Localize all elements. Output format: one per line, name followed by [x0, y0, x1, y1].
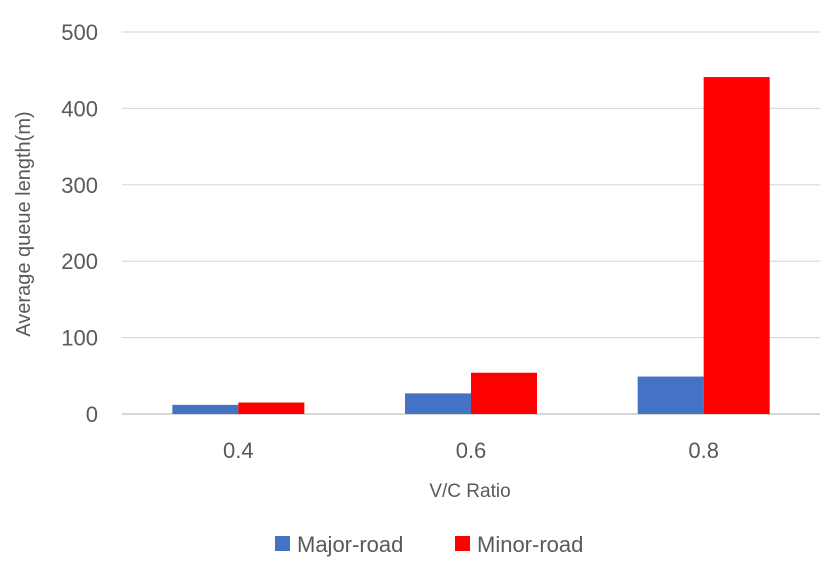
- bar-major-road-0.6: [405, 393, 471, 414]
- legend-swatch-major-road: [275, 536, 290, 551]
- bar-minor-road-0.8: [703, 77, 770, 415]
- x-tick-label: 0.6: [456, 438, 487, 463]
- y-tick-label: 0: [86, 402, 98, 427]
- y-tick-labels: 0 100 200 300 400 500: [61, 20, 98, 427]
- y-tick-label: 200: [61, 249, 98, 274]
- x-axis-title: V/C Ratio: [429, 481, 510, 502]
- legend-label-minor-road: Minor-road: [477, 532, 583, 557]
- x-tick-labels: 0.4 0.6 0.8: [223, 438, 719, 463]
- y-tick-label: 500: [61, 20, 98, 45]
- legend: Major-road Minor-road: [275, 532, 583, 557]
- y-tick-label: 400: [61, 96, 98, 121]
- bars: [172, 77, 770, 415]
- x-tick-label: 0.4: [223, 438, 254, 463]
- legend-label-major-road: Major-road: [297, 532, 403, 557]
- legend-swatch-minor-road: [455, 536, 470, 551]
- bar-minor-road-0.4: [238, 402, 305, 414]
- y-tick-label: 100: [61, 326, 98, 351]
- y-axis-title: Average queue length(m): [13, 111, 35, 336]
- bar-minor-road-0.6: [471, 372, 537, 414]
- bar-major-road-0.4: [172, 404, 239, 414]
- bar-major-road-0.8: [637, 376, 704, 414]
- x-tick-label: 0.8: [688, 438, 719, 463]
- y-tick-label: 300: [61, 173, 98, 198]
